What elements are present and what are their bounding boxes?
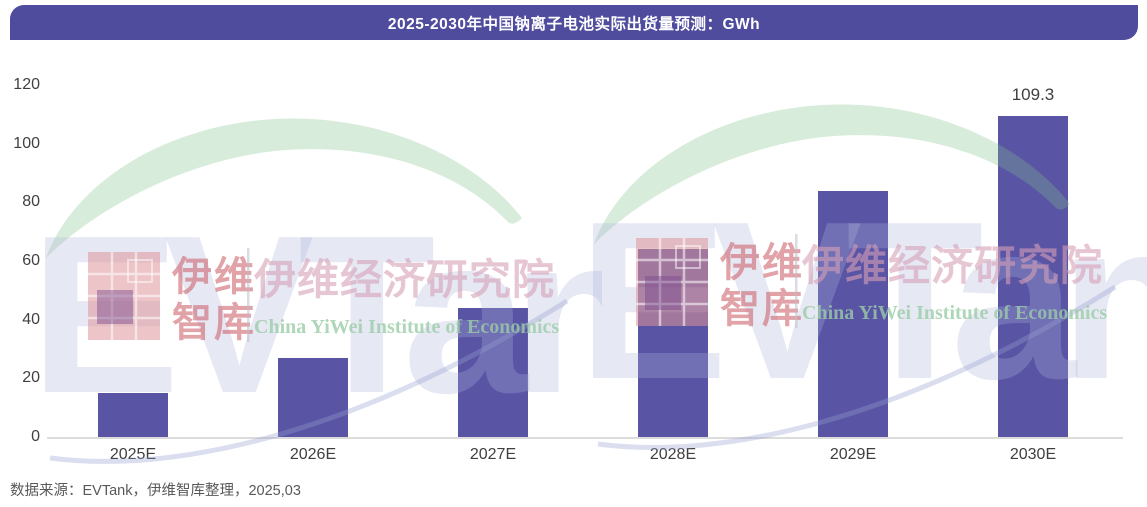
bar-2029E <box>818 190 888 437</box>
x-axis-label: 2030E <box>1009 446 1057 463</box>
watermark-brand-cn-line2: 智库 <box>172 301 256 345</box>
x-axis-label: 2026E <box>289 446 337 463</box>
y-axis-tick-label: 120 <box>13 76 40 93</box>
chart-title-banner: 2025-2030年中国钠离子电池实际出货量预测：GWh <box>10 5 1138 40</box>
y-axis-tick-label: 20 <box>22 369 40 387</box>
x-axis-label: 2028E <box>649 446 697 463</box>
bar-2030E <box>998 116 1068 437</box>
bar-2025E <box>98 393 168 437</box>
y-axis-tick-label: 0 <box>31 428 40 445</box>
watermark-divider <box>795 234 798 328</box>
watermark-green-swoosh <box>46 118 522 258</box>
x-axis-line <box>47 437 1123 439</box>
x-axis-label: 2029E <box>829 446 877 463</box>
y-axis-tick-label: 60 <box>22 252 40 269</box>
watermark-brand-cn-line2: 智库 <box>720 287 804 331</box>
data-label: 109.3 <box>1011 85 1055 105</box>
bar-2028E <box>638 249 708 437</box>
watermark-divider <box>247 248 250 342</box>
y-axis-tick-label: 40 <box>22 310 40 328</box>
x-axis-label: 2027E <box>469 446 517 463</box>
x-axis-label: 2025E <box>109 446 157 463</box>
bar-2027E <box>458 307 528 437</box>
chart-title: 2025-2030年中国钠离子电池实际出货量预测：GWh <box>387 15 761 33</box>
y-axis-tick-label: 100 <box>13 134 40 152</box>
y-axis-tick-label: 80 <box>22 193 40 211</box>
source-note: 数据来源：EVTank，伊维智库整理，2025,03 <box>10 483 301 499</box>
watermark-brand-cn-line1: 伊维 <box>171 255 256 299</box>
watermark-institute-cn: 伊维经济研究院 <box>253 256 555 303</box>
evtank-grid-logo-icon <box>88 252 160 340</box>
watermark-brand-cn-line1: 伊维 <box>719 241 804 285</box>
bar-2026E <box>278 357 348 437</box>
